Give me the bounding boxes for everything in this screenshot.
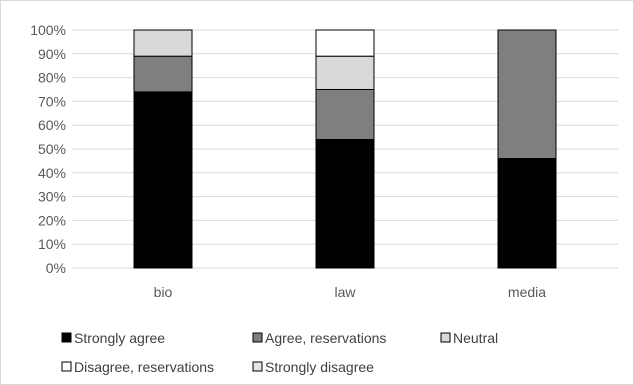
bars [133, 29, 557, 269]
y-tick-label: 60% [38, 117, 66, 133]
x-category-label: bio [154, 284, 173, 300]
legend-label: Disagree, reservations [74, 359, 214, 375]
bar-segment [315, 138, 375, 269]
legend-label: Neutral [453, 330, 498, 346]
legend-swatch [252, 332, 263, 343]
legend-swatch [440, 332, 451, 343]
y-tick-label: 10% [38, 236, 66, 252]
legend-label: Agree, reservations [265, 330, 386, 346]
bar-segment [133, 29, 193, 57]
legend-swatch [61, 332, 72, 343]
y-tick-label: 50% [38, 141, 66, 157]
legend-swatch [61, 361, 72, 372]
y-tick-label: 90% [38, 46, 66, 62]
legend-label: Strongly agree [74, 330, 165, 346]
y-tick-label: 20% [38, 212, 66, 228]
bar-segment [133, 91, 193, 269]
bar-segment [315, 55, 375, 90]
y-tick-label: 0% [46, 260, 66, 276]
legend-label: Strongly disagree [265, 359, 374, 375]
bar-segment [133, 55, 193, 93]
y-axis-tick-labels: 0% 10% 20% 30% 40% 50% 60% 70% 80% 90% 100% [30, 22, 66, 276]
y-tick-label: 70% [38, 93, 66, 109]
x-axis-category-labels: bio law media [154, 284, 547, 300]
y-tick-label: 30% [38, 189, 66, 205]
y-tick-label: 40% [38, 165, 66, 181]
x-category-label: law [334, 284, 356, 300]
bar-segment [497, 29, 557, 160]
y-tick-label: 80% [38, 70, 66, 86]
bar-segment [315, 89, 375, 140]
legend: Strongly agree Agree, reservations Neutral… [61, 330, 498, 375]
bar-segment [497, 158, 557, 269]
y-tick-label: 100% [30, 22, 66, 38]
legend-swatch [252, 361, 263, 372]
x-category-label: media [508, 284, 546, 300]
bar-segment [315, 29, 375, 57]
